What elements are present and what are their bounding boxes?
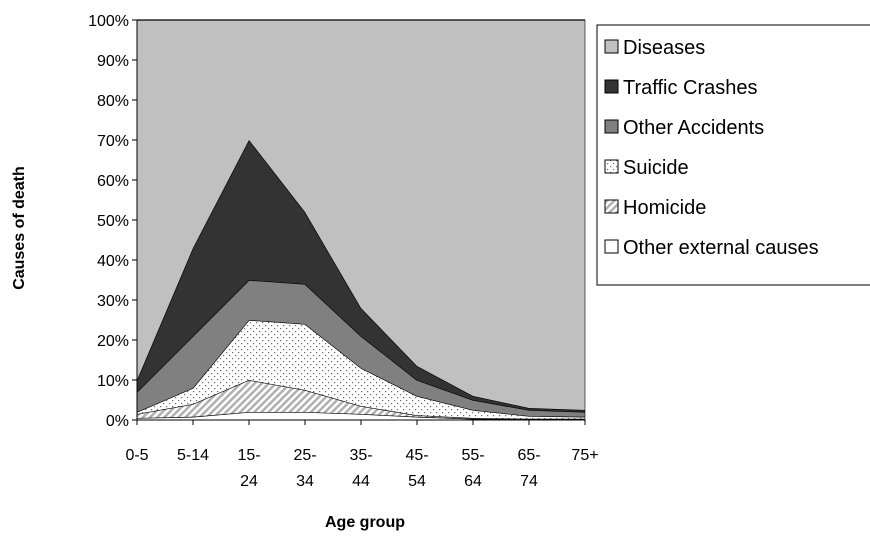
y-tick-label: 70%: [97, 133, 129, 150]
x-tick-label: 45-54: [405, 447, 428, 490]
y-tick-label: 50%: [97, 213, 129, 230]
legend-swatch: [604, 239, 619, 254]
x-tick-label: 25-34: [293, 447, 316, 490]
legend-swatch: [604, 119, 619, 134]
y-tick-label: 40%: [97, 253, 129, 270]
y-tick-label: 90%: [97, 53, 129, 70]
y-tick-label: 0%: [106, 413, 129, 430]
x-tick-label: 55-64: [461, 447, 484, 490]
x-tick-label: 0-5: [125, 447, 148, 464]
x-tick-label: 5-14: [177, 447, 209, 464]
y-axis-title: Causes of death: [11, 166, 28, 290]
legend-box: [596, 24, 870, 286]
y-tick-label: 30%: [97, 293, 129, 310]
legend-label: Traffic Crashes: [623, 77, 757, 99]
legend-swatch: [604, 159, 619, 174]
x-tick-label: 65-74: [517, 447, 540, 490]
legend-label: Homicide: [623, 197, 706, 219]
x-axis-title: Age group: [325, 514, 405, 531]
y-tick-label: 60%: [97, 173, 129, 190]
legend-label: Other external causes: [623, 237, 819, 259]
y-tick-label: 10%: [97, 373, 129, 390]
legend-swatch: [604, 39, 619, 54]
legend-label: Other Accidents: [623, 117, 764, 139]
legend-label: Diseases: [623, 37, 705, 59]
x-tick-label: 15-24: [237, 447, 260, 490]
legend-swatch: [604, 199, 619, 214]
area: [137, 280, 585, 417]
legend-swatch: [604, 79, 619, 94]
y-tick-label: 100%: [88, 13, 129, 30]
area: [137, 140, 585, 412]
x-tick-label: 35-44: [349, 447, 372, 490]
x-tick-label: 75+: [571, 447, 598, 464]
area: [137, 380, 585, 420]
area: [137, 412, 585, 420]
area: [137, 320, 585, 419]
legend-label: Suicide: [623, 157, 689, 179]
area: [137, 20, 585, 410]
y-tick-label: 20%: [97, 333, 129, 350]
y-tick-label: 80%: [97, 93, 129, 110]
